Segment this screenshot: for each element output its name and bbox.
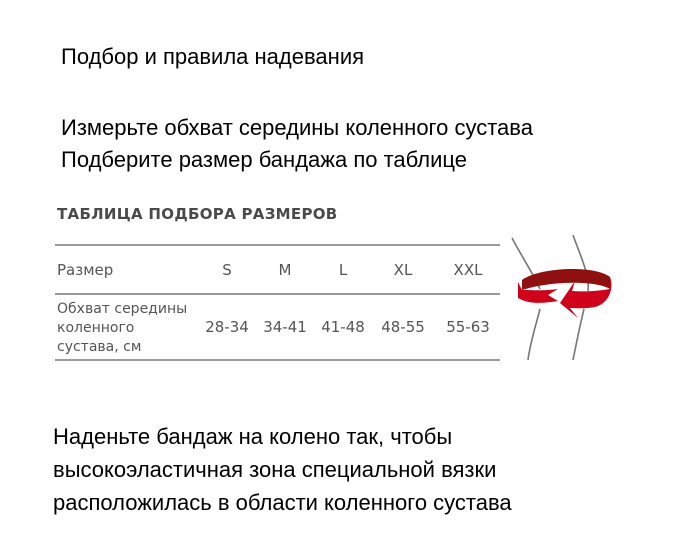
divider [55, 293, 500, 295]
size-m: M [278, 261, 292, 279]
range-m: 34-41 [263, 318, 307, 336]
row-label-line: Обхват середины [57, 301, 188, 317]
range-s: 28-34 [205, 318, 249, 336]
footer-line-1: Наденьте бандаж на колено так, чтобы [53, 424, 453, 449]
header-label: Размер [57, 261, 114, 279]
table-title: ТАБЛИЦА ПОДБОРА РАЗМЕРОВ [57, 205, 338, 223]
instruction-1: Измерьте обхват середины коленного суста… [61, 115, 533, 140]
divider [55, 244, 500, 246]
footer-line-2: высокоэластичная зона специальной вязки [53, 457, 497, 482]
row-label: Обхват середины коленного сустава, см [57, 300, 187, 357]
size-l: L [338, 261, 348, 279]
row-label-line: коленного [57, 320, 135, 336]
row-label-line: сустава, см [57, 339, 142, 355]
range-l: 41-48 [321, 318, 365, 336]
size-xxl: XXL [453, 261, 483, 279]
instruction-2: Подберите размер бандажа по таблице [61, 147, 467, 172]
divider [55, 359, 500, 361]
knee-measure-icon [511, 234, 612, 361]
range-xxl: 55-63 [446, 318, 490, 336]
page-heading: Подбор и правила надевания [61, 44, 365, 69]
range-xl: 48-55 [381, 318, 425, 336]
size-s: S [222, 261, 232, 279]
footer-line-3: расположилась в области коленного сустав… [53, 490, 512, 515]
size-xl: XL [393, 261, 413, 279]
